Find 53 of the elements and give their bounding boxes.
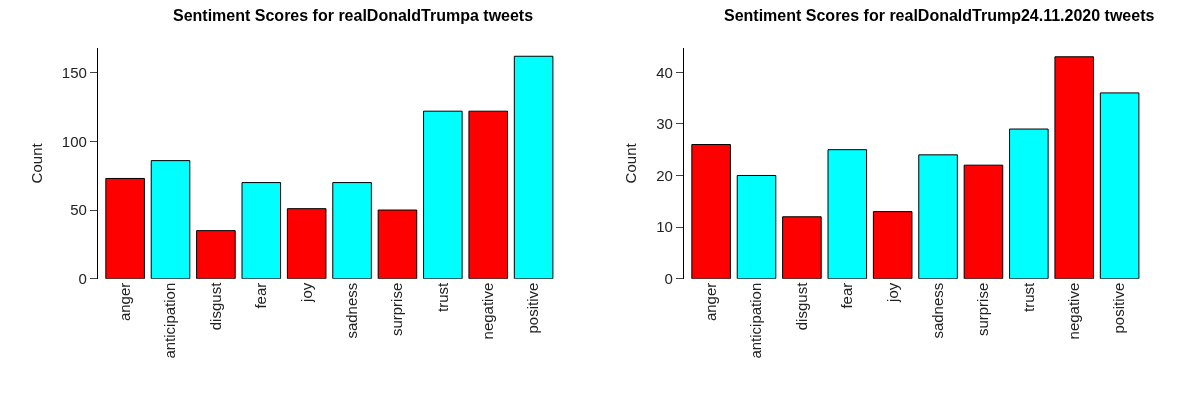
x-tick-label: fear xyxy=(252,282,270,309)
x-tick-label: trust xyxy=(1019,281,1037,312)
bar xyxy=(196,230,236,279)
bar xyxy=(872,211,913,279)
x-tick-label: sadness xyxy=(342,282,360,339)
bar xyxy=(1009,128,1049,279)
x-tick-label: anger xyxy=(702,282,720,322)
bar xyxy=(736,174,777,279)
bar xyxy=(1099,92,1140,279)
bar xyxy=(691,144,731,279)
y-tick-label: 150 xyxy=(61,63,87,81)
y-tick-label: 30 xyxy=(656,115,673,133)
bar xyxy=(827,149,868,279)
y-tick-label: 50 xyxy=(70,201,87,219)
x-tick-label: trust xyxy=(433,281,451,312)
x-tick-label: anticipation xyxy=(161,282,179,359)
bar xyxy=(423,110,463,279)
bar xyxy=(782,216,822,279)
x-tick-label: sadness xyxy=(928,282,946,339)
bar xyxy=(332,182,372,279)
bar xyxy=(468,110,509,279)
bar xyxy=(377,209,418,279)
x-tick-label: disgust xyxy=(206,281,224,331)
bar xyxy=(241,182,282,279)
x-tick-label: joy xyxy=(297,282,315,303)
bar xyxy=(286,208,327,279)
y-axis-title: Count xyxy=(622,142,640,184)
bar xyxy=(963,164,1004,279)
y-tick-label: 40 xyxy=(656,63,673,81)
bar xyxy=(150,160,191,279)
y-tick-label: 100 xyxy=(61,132,87,150)
x-tick-label: negative xyxy=(479,282,497,340)
chart-title: Sentiment Scores for realDonaldTrump24.11.2020 tweets xyxy=(724,7,1155,24)
bar xyxy=(918,154,958,279)
x-tick-label: anger xyxy=(116,282,134,322)
x-tick-label: positive xyxy=(1110,282,1128,334)
y-tick-label: 0 xyxy=(78,269,87,287)
bar xyxy=(513,55,554,279)
bar xyxy=(1054,56,1095,279)
y-axis-title: Count xyxy=(28,142,46,184)
chart-title: Sentiment Scores for realDonaldTrumpa tweets xyxy=(173,7,534,24)
x-tick-label: positive xyxy=(524,282,542,334)
x-tick-label: negative xyxy=(1065,282,1083,340)
x-tick-label: anticipation xyxy=(747,282,765,359)
x-tick-label: joy xyxy=(883,282,901,303)
x-tick-label: surprise xyxy=(974,282,992,337)
x-tick-label: disgust xyxy=(792,281,810,331)
y-tick-label: 20 xyxy=(656,166,673,184)
y-tick-label: 0 xyxy=(664,269,673,287)
x-tick-label: fear xyxy=(838,282,856,309)
bar xyxy=(105,177,145,279)
x-tick-label: surprise xyxy=(388,282,406,337)
y-tick-label: 10 xyxy=(656,218,673,236)
